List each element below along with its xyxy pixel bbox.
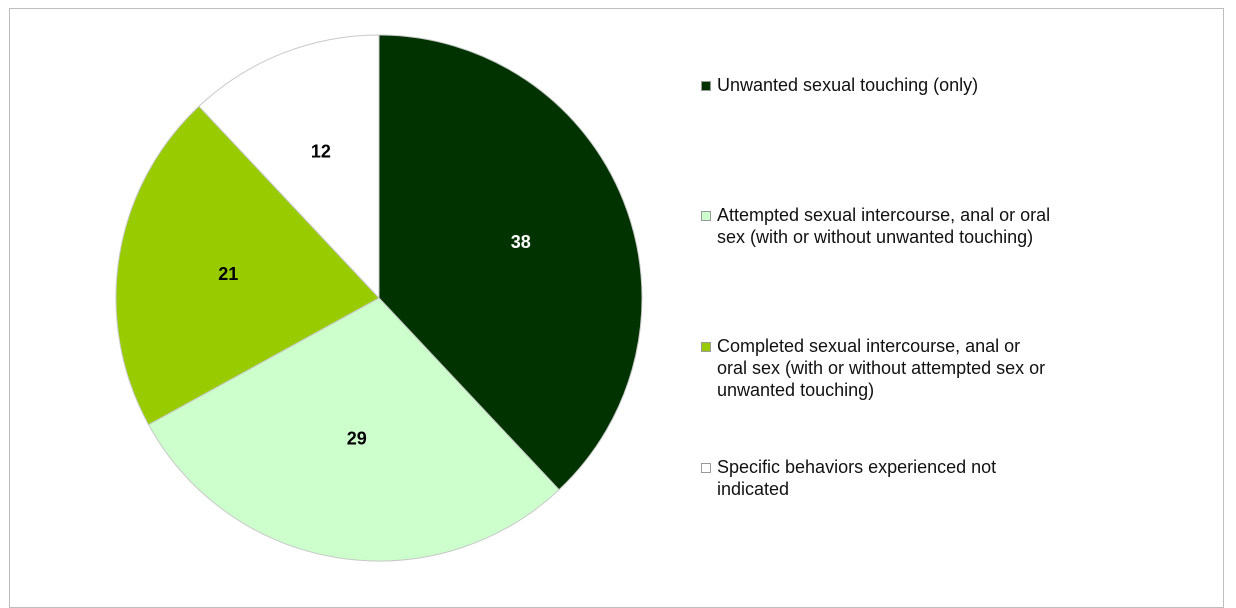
legend-label-line: unwanted touching) xyxy=(717,380,875,400)
pie-slice-3 xyxy=(115,105,380,426)
legend-label-3: Completed sexual intercourse, anal or ora… xyxy=(717,335,1045,401)
legend-label-line: Unwanted sexual touching (only) xyxy=(717,75,979,95)
legend-swatch-2 xyxy=(701,211,711,221)
legend-item-4: Specific behaviors experienced not indica… xyxy=(701,456,1141,500)
pie-chart: 38 29 21 12 xyxy=(115,34,643,562)
slice-value-label-2: 29 xyxy=(347,428,367,448)
legend-label-4: Specific behaviors experienced not indica… xyxy=(717,456,996,500)
pie-slice-2 xyxy=(147,297,560,562)
slice-value-label-4: 12 xyxy=(311,141,331,161)
legend-item-3: Completed sexual intercourse, anal or ora… xyxy=(701,335,1141,401)
legend-label-line: Attempted sexual intercourse, anal or or… xyxy=(717,205,1051,225)
pie-slice-1 xyxy=(378,34,643,491)
legend-label-line: Specific behaviors experienced not xyxy=(717,457,997,477)
slice-value-label-3: 21 xyxy=(218,264,238,284)
legend-label-line: sex (with or without unwanted touching) xyxy=(717,227,1034,247)
legend-swatch-3 xyxy=(701,342,711,352)
legend-item-2: Attempted sexual intercourse, anal or or… xyxy=(701,204,1141,248)
legend-label-1: Unwanted sexual touching (only) xyxy=(717,74,978,96)
pie-slice-4 xyxy=(198,34,380,300)
legend-swatch-4 xyxy=(701,463,711,473)
legend-label-2: Attempted sexual intercourse, anal or or… xyxy=(717,204,1050,248)
legend-item-1: Unwanted sexual touching (only) xyxy=(701,74,1141,96)
legend-label-line: Completed sexual intercourse, anal or xyxy=(717,336,1021,356)
legend-label-line: oral sex (with or without attempted sex … xyxy=(717,358,1046,378)
legend-swatch-1 xyxy=(701,81,711,91)
slice-value-label-1: 38 xyxy=(511,232,531,252)
legend-label-line: indicated xyxy=(717,479,790,499)
